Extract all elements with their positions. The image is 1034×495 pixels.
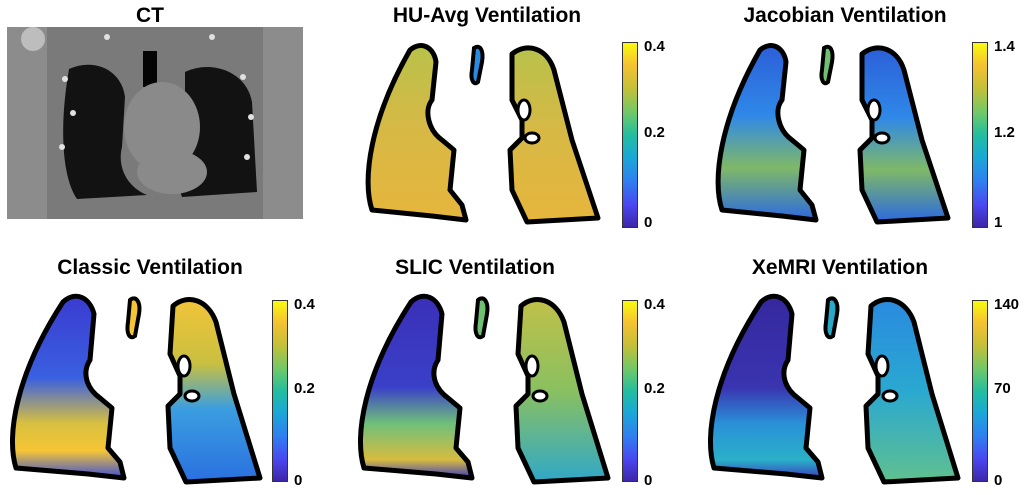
classic-title: Classic Ventilation (57, 256, 243, 279)
hu-avg-tick-min: 0 (644, 214, 653, 231)
hu-avg-title: HU-Avg Ventilation (392, 4, 582, 27)
jacobian-tick-min: 1 (994, 214, 1003, 231)
ct-title: CT (136, 4, 164, 27)
xemri-tick-max: 140 (994, 296, 1020, 313)
jacobian-tick-max: 1.4 (994, 38, 1015, 55)
slic-lung-map (357, 293, 611, 485)
jacobian-lung-map (715, 43, 951, 225)
xemri-tick-mid: 70 (994, 380, 1011, 397)
jacobian-title: Jacobian Ventilation (743, 4, 947, 27)
classic-tick-min: 0 (294, 472, 303, 489)
hu-avg-colorbar (622, 42, 638, 228)
xemri-tick-min: 0 (994, 472, 1003, 489)
hu-avg-tick-mid: 0.2 (644, 124, 665, 141)
hu-avg-lung-map (365, 43, 601, 225)
jacobian-colorbar (972, 42, 988, 228)
hu-avg-tick-max: 0.4 (644, 38, 665, 55)
slic-tick-min: 0 (644, 472, 653, 489)
slic-title: SLIC Ventilation (395, 256, 555, 279)
xemri-title: XeMRI Ventilation (751, 256, 929, 279)
slic-tick-max: 0.4 (644, 296, 665, 313)
slic-colorbar (622, 300, 638, 482)
xemri-lung-map (707, 293, 961, 485)
classic-tick-max: 0.4 (294, 296, 315, 313)
classic-colorbar (272, 300, 288, 482)
jacobian-tick-mid: 1.2 (994, 124, 1015, 141)
classic-tick-mid: 0.2 (294, 380, 315, 397)
ct-image (7, 27, 303, 219)
classic-lung-map (9, 293, 263, 485)
xemri-colorbar (972, 300, 988, 482)
slic-tick-mid: 0.2 (644, 380, 665, 397)
